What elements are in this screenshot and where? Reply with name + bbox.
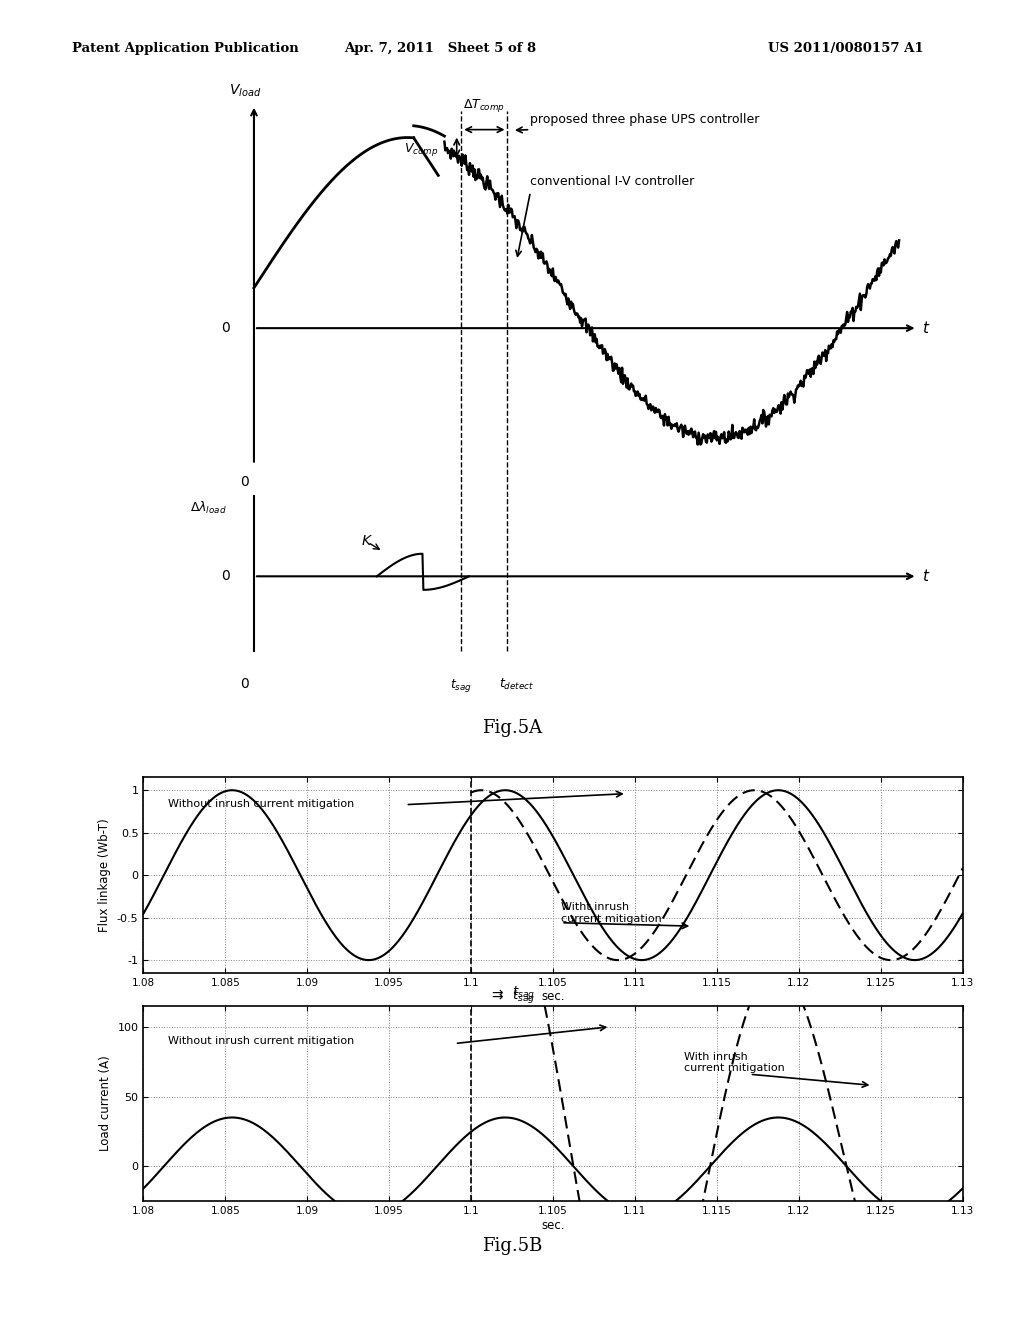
Text: $t_{sag}$: $t_{sag}$ [512,989,536,1005]
Text: Fig.5A: Fig.5A [482,718,542,737]
Text: $V_{comp}$: $V_{comp}$ [403,141,438,157]
Text: $t$: $t$ [923,321,931,337]
Text: Without inrush current mitigation: Without inrush current mitigation [168,799,354,809]
Text: $0$: $0$ [221,569,231,583]
Text: Fig.5B: Fig.5B [482,1237,542,1255]
X-axis label: sec.: sec. [542,990,564,1003]
Text: K: K [361,535,371,548]
Text: proposed three phase UPS controller: proposed three phase UPS controller [530,114,760,127]
Text: $\Delta T_{comp}$: $\Delta T_{comp}$ [463,98,506,114]
Text: Apr. 7, 2011   Sheet 5 of 8: Apr. 7, 2011 Sheet 5 of 8 [344,42,537,55]
Text: $t_{sag}$: $t_{sag}$ [451,677,472,694]
X-axis label: sec.: sec. [542,1218,564,1232]
Text: $0$: $0$ [240,677,250,690]
Text: $V_{load}$: $V_{load}$ [228,82,261,99]
Text: $0$: $0$ [240,475,250,490]
Text: Witht inrush
current mitigation: Witht inrush current mitigation [561,903,662,924]
Text: $t_{detect}$: $t_{detect}$ [499,677,535,692]
Text: $0$: $0$ [221,321,231,335]
Text: With inrush
current mitigation: With inrush current mitigation [684,1052,784,1073]
Text: Without inrush current mitigation: Without inrush current mitigation [168,1035,354,1045]
Text: $\rightarrow$: $\rightarrow$ [488,986,505,999]
Text: $\Delta\lambda_{load}$: $\Delta\lambda_{load}$ [189,500,226,516]
Text: Patent Application Publication: Patent Application Publication [72,42,298,55]
Text: $\rightarrow$: $\rightarrow$ [488,990,505,1003]
Y-axis label: Load current (A): Load current (A) [99,1056,112,1151]
Text: $t_{sag}$: $t_{sag}$ [512,985,536,1001]
Text: US 2011/0080157 A1: US 2011/0080157 A1 [768,42,924,55]
Text: conventional I-V controller: conventional I-V controller [530,176,694,189]
Text: $t$: $t$ [923,569,931,585]
Y-axis label: Flux linkage (Wb-T): Flux linkage (Wb-T) [98,818,112,932]
